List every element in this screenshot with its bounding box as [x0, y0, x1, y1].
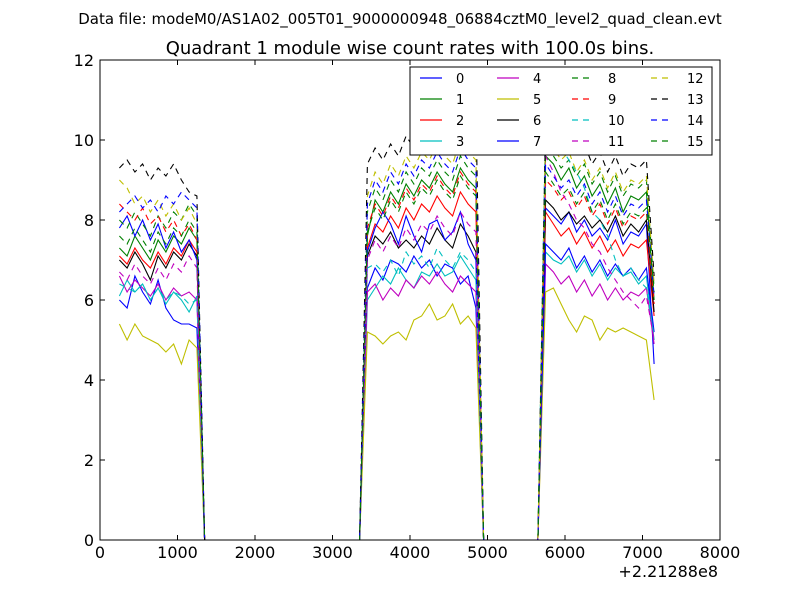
- legend-label-13: 13: [687, 93, 704, 108]
- y-tick-label: 8: [84, 211, 94, 230]
- series-line-9: [119, 170, 655, 540]
- legend-label-0: 0: [456, 72, 464, 87]
- legend-label-8: 8: [608, 72, 616, 87]
- legend-label-3: 3: [456, 135, 464, 150]
- series-line-10: [119, 114, 655, 540]
- legend-label-10: 10: [608, 114, 625, 129]
- series-line-6: [119, 198, 655, 540]
- legend-label-1: 1: [456, 93, 464, 108]
- x-tick-label: 5000: [467, 543, 508, 562]
- legend-label-5: 5: [533, 93, 541, 108]
- series-line-1: [119, 154, 655, 540]
- legend-label-4: 4: [533, 72, 541, 87]
- series-line-5: [118, 287, 655, 540]
- series-line-15: [119, 170, 655, 540]
- legend-label-9: 9: [608, 93, 616, 108]
- legend-label-14: 14: [687, 114, 704, 129]
- y-tick-label: 12: [74, 51, 94, 70]
- series-line-11: [119, 155, 655, 540]
- chart-title: Quadrant 1 module wise count rates with …: [166, 38, 655, 59]
- y-tick-label: 6: [84, 291, 94, 310]
- legend-box: [409, 66, 713, 156]
- series-line-3: [118, 250, 655, 540]
- legend-label-6: 6: [533, 114, 541, 129]
- axis-ticks: 0 1000 2000 3000 4000 5000 6000 7000 80000246810…: [74, 51, 741, 562]
- y-tick-label: 2: [84, 451, 94, 470]
- x-tick-label: 3000: [312, 543, 353, 562]
- legend-label-12: 12: [687, 72, 704, 87]
- x-tick-label: 0: [95, 543, 105, 562]
- x-tick-label: 6000: [545, 543, 586, 562]
- series-line-4: [118, 262, 655, 540]
- x-tick-label: 2000: [235, 543, 276, 562]
- series-line-2: [119, 190, 655, 540]
- y-tick-label: 4: [84, 371, 94, 390]
- x-offset-label: +2.21288e8: [618, 562, 718, 581]
- x-tick-label: 1000: [157, 543, 198, 562]
- y-tick-label: 0: [84, 531, 94, 550]
- series-line-0: [119, 206, 655, 540]
- legend-label-2: 2: [456, 114, 464, 129]
- x-tick-label: 8000: [700, 543, 741, 562]
- y-tick-label: 10: [74, 131, 94, 150]
- series-line-7: [118, 210, 655, 540]
- series-line-12: [119, 131, 655, 540]
- figure-suptitle: Data file: modeM0/AS1A02_005T01_90000009…: [78, 10, 722, 29]
- x-tick-label: 7000: [622, 543, 663, 562]
- legend-label-11: 11: [608, 135, 625, 150]
- legend-label-7: 7: [533, 135, 541, 150]
- legend-label-15: 15: [687, 135, 704, 150]
- x-tick-label: 4000: [390, 543, 431, 562]
